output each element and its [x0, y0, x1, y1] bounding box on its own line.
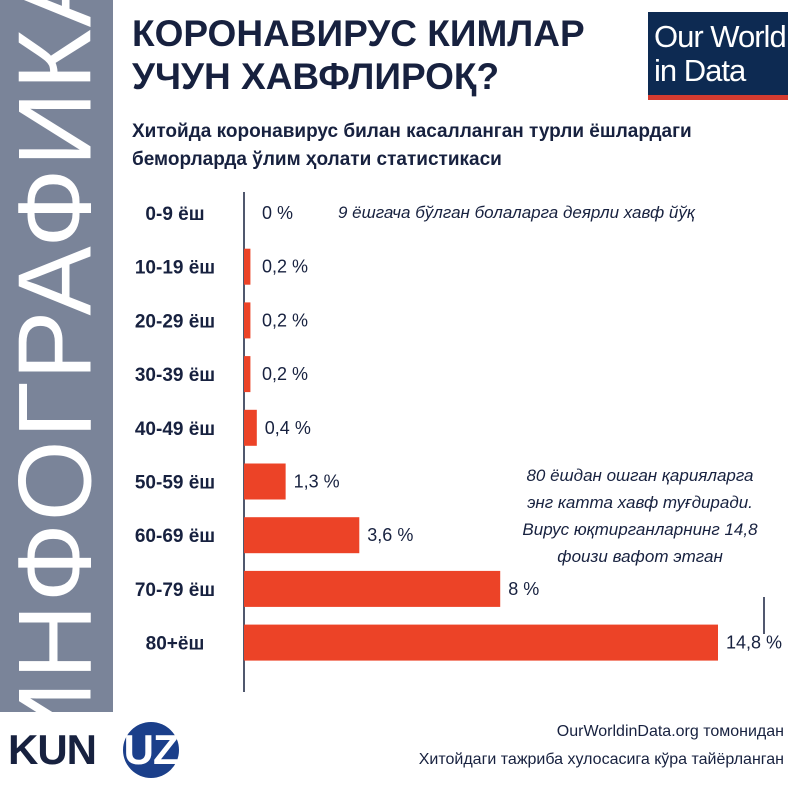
bar	[244, 302, 251, 339]
annotation-old-line-3: Вирус юқтирганларнинг 14,8	[522, 520, 758, 539]
subtitle-line-2: беморларда ўлим ҳолати статистикаси	[132, 149, 502, 170]
kun-logo-text: KUN	[8, 726, 97, 773]
bar	[244, 517, 360, 554]
category-label: 80+ёш	[146, 634, 205, 655]
annotation-old-line-1: 80 ёшдан ошган қарияларга	[526, 466, 754, 485]
category-label: 60-69 ёш	[135, 526, 215, 547]
annotation-old: 80 ёшдан ошган қарияларга энг катта хавф…	[485, 462, 795, 570]
logo-line-2: in Data	[654, 53, 746, 88]
category-label: 30-39 ёш	[135, 365, 215, 386]
bar	[244, 463, 286, 500]
page-title: КОРОНАВИРУС КИМЛАР УЧУН ХАВФЛИРОҚ?	[132, 12, 642, 98]
value-label: 1,3 %	[294, 472, 340, 492]
category-label: 40-49 ёш	[135, 419, 215, 440]
value-label: 0,4 %	[265, 418, 311, 438]
source-line-1: OurWorldinData.org томонидан	[556, 723, 784, 740]
kun-uz-logo: KUN .UZ	[8, 722, 208, 778]
annotation-old-line-2: энг катта хавф туғдиради.	[527, 493, 753, 512]
category-label: 10-19 ёш	[135, 258, 215, 279]
kun-logo-circle	[123, 722, 179, 778]
logo-line-1: Our World	[654, 19, 787, 54]
bar	[244, 248, 251, 285]
annotation-old-line-4: фоизи вафот этган	[557, 547, 723, 566]
value-label: 3,6 %	[367, 525, 413, 545]
category-label: 20-29 ёш	[135, 311, 215, 332]
value-label: 0,2 %	[262, 364, 308, 384]
value-label: 0,2 %	[262, 257, 308, 277]
subtitle-line-1: Хитойда коронавирус билан касалланган ту…	[132, 121, 692, 142]
our-world-in-data-logo: Our World in Data	[648, 12, 788, 100]
bar	[244, 409, 257, 446]
value-label: 8 %	[508, 579, 539, 599]
category-label: 0-9 ёш	[145, 204, 204, 225]
bar	[244, 624, 718, 661]
title-line-2: УЧУН ХАВФЛИРОҚ?	[132, 56, 500, 97]
chart-subtitle: Хитойда коронавирус билан касалланган ту…	[132, 118, 782, 174]
value-label: 14,8 %	[726, 633, 782, 653]
category-label: 50-59 ёш	[135, 473, 215, 494]
title-line-1: КОРОНАВИРУС КИМЛАР	[132, 13, 585, 54]
bar	[244, 570, 501, 607]
sidebar-band: ИНФОГРАФИКА	[0, 0, 114, 756]
bar-chart: 0-9 ёш 0 % 10-19 ёш 0,2 % 20-29 ёш 0,2 % 30-39…	[135, 192, 782, 692]
bar	[244, 356, 251, 393]
source-line-2: Хитойдаги тажриба хулосасига кўра тайёрл…	[418, 751, 784, 768]
value-label: 0,2 %	[262, 310, 308, 330]
source-note: OurWorldinData.org томонидан Хитойдаги т…	[224, 718, 784, 774]
category-label: 70-79 ёш	[135, 580, 215, 601]
annotation-young: 9 ёшгача бўлган болаларга деярли хавф йў…	[338, 203, 695, 222]
value-label: 0 %	[262, 203, 293, 223]
kun-logo-uz-text: .UZ	[113, 726, 179, 773]
